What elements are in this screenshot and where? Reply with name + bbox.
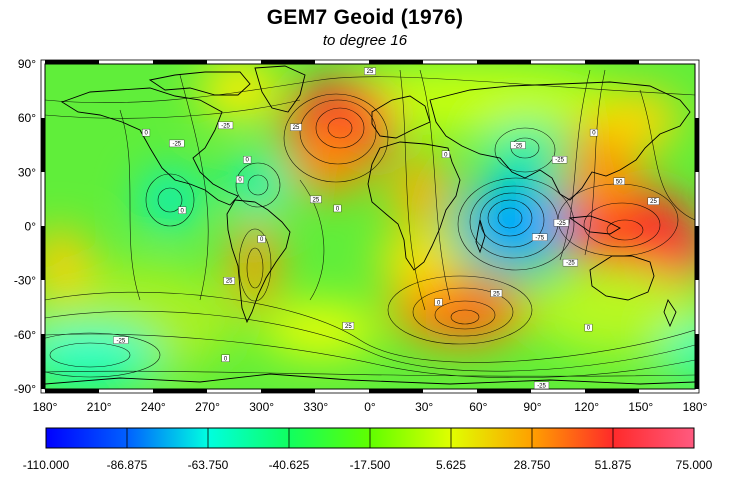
latitude-tick-label: 0° [25,220,37,234]
latitude-tick-labels: 90° 60° 30° 0° -30° -60° -90° [14,57,36,396]
longitude-tick-label: 330° [303,400,328,414]
latitude-tick-label: 90° [18,57,36,71]
latitude-tick-label: -90° [14,382,36,396]
longitude-tick-labels: 180° 210° 240° 270° 300° 330° 0° 30° 60° 90° 120° 1… [33,400,708,414]
svg-text:0: 0 [246,158,250,164]
colorbar-tick-label: -110.000 [23,458,70,472]
svg-text:25: 25 [293,125,300,131]
svg-text:25: 25 [345,324,352,330]
svg-text:25: 25 [650,199,657,205]
longitude-tick-label: 90° [523,400,541,414]
contour-labels: 0 -25 -25 25 0 0 0 25 0 0 25 25 25 0 -25 -25 0 50 25 -25 -75… [113,67,660,389]
svg-text:25: 25 [367,69,374,75]
svg-text:25: 25 [493,291,500,297]
svg-text:-25: -25 [172,141,181,147]
longitude-tick-label: 60° [469,400,487,414]
contour-label: 0 [441,150,450,158]
contour-label: 0 [333,204,342,212]
contour-label: 0 [178,206,187,214]
contour-label: 0 [142,128,151,137]
contour-label: 25 [342,322,355,330]
longitude-tick-label: 180° [683,400,708,414]
latitude-tick-label: 60° [18,111,36,125]
svg-text:0: 0 [224,356,228,362]
contour-label: -25 [562,258,578,267]
longitude-tick-label: 240° [141,400,166,414]
longitude-tick-label: 0° [364,400,376,414]
contour-label: 0 [584,323,593,332]
contour-label: 25 [223,277,235,285]
svg-text:0: 0 [444,152,448,158]
contour-label: 25 [490,289,503,297]
coastlines [45,65,695,385]
svg-text:0: 0 [437,300,441,306]
svg-text:-25: -25 [566,261,575,267]
colorbar-tick-label: -40.625 [269,458,310,472]
contour-label: -75 [532,233,548,241]
geoid-field [45,64,695,389]
svg-text:0: 0 [592,131,596,137]
map-title: GEM7 Geoid (1976) [266,6,464,29]
contour-label: 50 [613,177,625,185]
svg-text:0: 0 [181,208,185,214]
svg-text:25: 25 [312,197,319,203]
longitude-tick-label: 30° [415,400,433,414]
colorbar-tick-label: -63.750 [188,458,229,472]
contour-label: 0 [589,128,598,137]
latitude-tick-label: -30° [14,274,36,288]
colorbar-tick-labels: -110.000 -86.875 -63.750 -40.625 -17.500 5.62… [23,458,713,472]
svg-text:0: 0 [144,131,148,137]
svg-text:0: 0 [587,326,591,332]
colorbar-tick-label: 5.625 [436,458,466,472]
contour-label: 25 [647,197,660,205]
svg-text:-25: -25 [221,123,230,129]
latitude-tick-label: 30° [18,165,36,179]
svg-text:0: 0 [260,237,264,243]
longitude-tick-label: 150° [628,400,653,414]
svg-text:-25: -25 [116,338,125,344]
contour-label: -25 [553,219,569,227]
svg-text:25: 25 [226,279,233,285]
svg-text:0: 0 [336,206,340,212]
svg-text:-25: -25 [555,158,564,164]
map-frame [40,59,700,394]
colorbar-tick-label: -86.875 [107,458,148,472]
contour-label: -25 [552,156,568,164]
contour-label: -25 [510,141,526,149]
contour-lines [45,69,695,379]
svg-text:50: 50 [616,179,623,185]
contour-label: 25 [310,195,322,203]
svg-text:-75: -75 [535,235,544,241]
latitude-tick-label: -60° [14,328,36,342]
svg-text:-25: -25 [537,383,546,389]
colorbar: -110.000 -86.875 -63.750 -40.625 -17.500 5.62… [23,427,713,472]
svg-text:-25: -25 [557,221,566,227]
contour-label: -25 [218,121,234,129]
contour-label: 0 [243,156,252,164]
longitude-tick-label: 300° [249,400,274,414]
contour-label: 0 [257,235,266,243]
contour-label: -25 [169,139,185,147]
colorbar-tick-label: 75.000 [676,458,713,472]
svg-text:0: 0 [238,178,242,184]
longitude-tick-label: 180° [33,400,58,414]
contour-label: -25 [533,381,550,389]
contour-label: 0 [221,354,230,362]
colorbar-tick-label: 51.875 [595,458,632,472]
colorbar-tick-label: -17.500 [350,458,391,472]
longitude-tick-label: 120° [574,400,599,414]
map-subtitle: to degree 16 [322,32,408,49]
contour-label: 25 [290,123,302,131]
colorbar-tick-label: 28.750 [514,458,551,472]
contour-label: -25 [113,336,129,344]
contour-label: 0 [236,175,244,184]
contour-label: 0 [434,298,443,306]
longitude-tick-label: 210° [87,400,112,414]
svg-text:-25: -25 [514,143,523,149]
contour-label: 25 [364,67,376,75]
longitude-tick-label: 270° [195,400,220,414]
